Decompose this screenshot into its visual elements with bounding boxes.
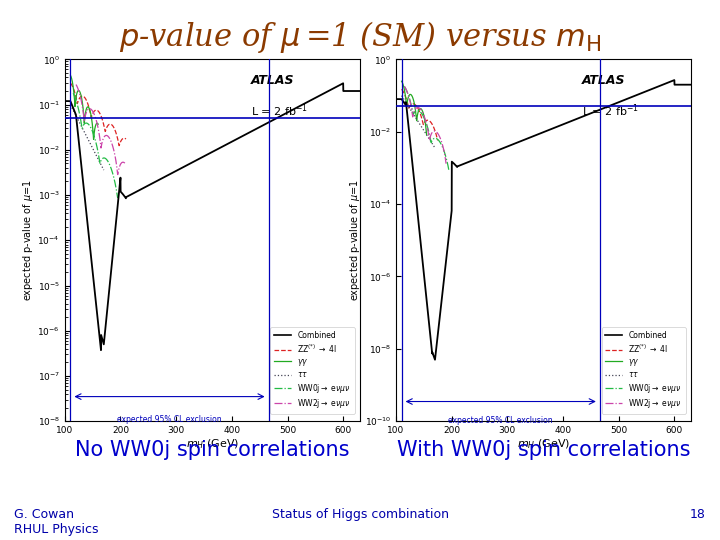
Text: $p$-value of $\mu\,$=1 (SM) versus $m_\mathrm{H}$: $p$-value of $\mu\,$=1 (SM) versus $m_\m… (119, 19, 601, 55)
Text: G. Cowan
RHUL Physics: G. Cowan RHUL Physics (14, 508, 99, 536)
Text: ATLAS: ATLAS (251, 74, 294, 87)
Text: L = 2 fb$^{-1}$: L = 2 fb$^{-1}$ (582, 103, 639, 119)
Text: No WW0j spin correlations: No WW0j spin correlations (75, 440, 350, 460)
Legend: Combined, ZZ$^{(*)}$ $\rightarrow$ 4l, $\gamma\gamma$, $\tau\tau$, WW0j$\rightar: Combined, ZZ$^{(*)}$ $\rightarrow$ 4l, $… (271, 327, 355, 414)
Y-axis label: expected p-value of $\mu$=1: expected p-value of $\mu$=1 (21, 179, 35, 301)
X-axis label: $m_H$ (GeV): $m_H$ (GeV) (517, 438, 570, 451)
X-axis label: $m_H$ (GeV): $m_H$ (GeV) (186, 438, 239, 451)
Text: ATLAS: ATLAS (582, 74, 626, 87)
Text: expected 95% CL exclusion: expected 95% CL exclusion (117, 415, 222, 423)
Legend: Combined, ZZ$^{(*)}$ $\rightarrow$ 4l, $\gamma\gamma$, $\tau\tau$, WW0j$\rightar: Combined, ZZ$^{(*)}$ $\rightarrow$ 4l, $… (602, 327, 686, 414)
Text: With WW0j spin correlations: With WW0j spin correlations (397, 440, 690, 460)
Text: expected 95% CL exclusion: expected 95% CL exclusion (449, 416, 553, 425)
Y-axis label: expected p-value of $\mu$=1: expected p-value of $\mu$=1 (348, 179, 362, 301)
Text: L = 2 fb$^{-1}$: L = 2 fb$^{-1}$ (251, 103, 308, 119)
Text: 18: 18 (690, 508, 706, 521)
Text: Status of Higgs combination: Status of Higgs combination (271, 508, 449, 521)
